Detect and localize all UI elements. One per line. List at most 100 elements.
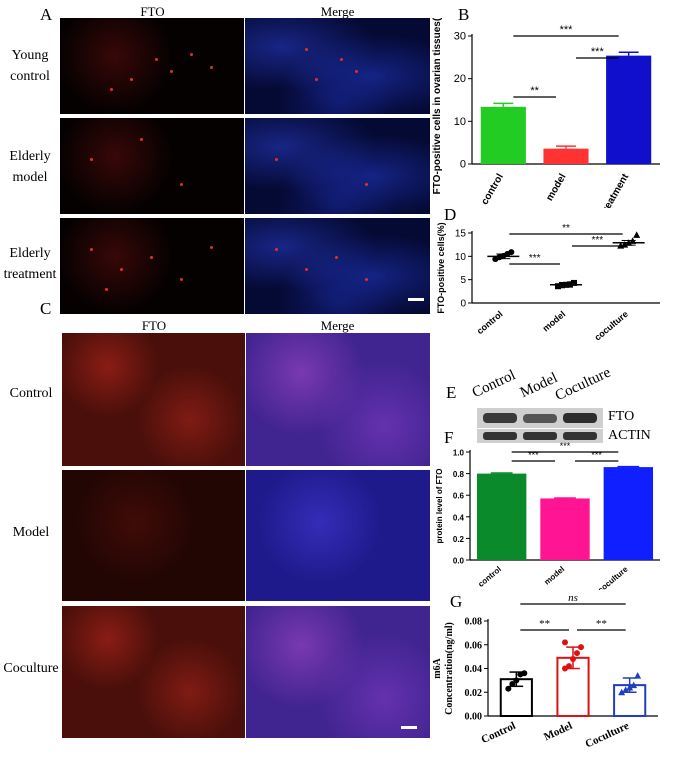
bar-model [540, 498, 590, 560]
panel-a-row-elderly-model: Elderly model [9, 149, 51, 185]
panel-c-scale-bar [401, 726, 417, 729]
point-Coculture [622, 686, 630, 693]
point-model [555, 283, 561, 290]
blot-fto-label: FTO [608, 409, 635, 424]
significance-label: *** [560, 24, 574, 36]
point-Model [562, 639, 568, 646]
panel-c-merge-image-control [246, 333, 430, 466]
category-label-treatment: treatment [599, 171, 632, 208]
y-tick-label: 1.0 [453, 449, 465, 458]
category-label-Coculture: Coculture [583, 720, 631, 751]
significance-label: *** [591, 450, 602, 460]
chart-g: 0.00 0.02 0.04 0.06 0.08 Control Model Cocultur… [432, 596, 658, 751]
panel-a-fto-image-treatment [60, 218, 244, 314]
y-tick-label: 0.04 [465, 664, 483, 675]
panel-c-fto-image-model [62, 470, 245, 601]
blot-fto-strip [477, 408, 603, 428]
panel-d-letter: D [444, 205, 457, 224]
bar-control [480, 106, 526, 164]
significance-label: *** [591, 46, 605, 58]
point-Coculture [626, 684, 634, 691]
y-tick-label: 5 [460, 275, 466, 286]
significance-label: *** [591, 235, 603, 246]
y-tick-label: 0.02 [465, 688, 483, 699]
point-Control [513, 677, 520, 684]
y-axis-label: FTO-positive cells in ovarian tissues(%) [432, 18, 443, 194]
y-axis-label-1: m6A [432, 657, 443, 678]
y-tick-label: 10 [454, 116, 466, 128]
panel-a-merge-header: Merge [320, 4, 355, 19]
panel-c-merge-image-model [246, 470, 430, 601]
category-label-Model: Model [542, 720, 574, 744]
point-Control [509, 680, 516, 687]
point-Coculture [634, 672, 642, 679]
y-tick-label: 0.6 [453, 492, 465, 501]
panel-a-merge-image-model [245, 118, 430, 214]
significance-label: ** [530, 85, 539, 97]
panel-g-letter: G [450, 592, 463, 611]
significance-label: ** [562, 223, 570, 234]
y-tick-label: 0 [460, 299, 466, 310]
panel-c-fto-header: FTO [141, 318, 167, 333]
y-tick-label: 0.4 [453, 513, 465, 522]
y-tick-label: 20 [454, 73, 466, 85]
bar-control [476, 473, 527, 560]
point-Control [521, 670, 528, 677]
panel-c-row-coculture: Coculture [3, 661, 59, 676]
panel-a-row-young-control: Young control [10, 48, 50, 84]
point-Model [570, 656, 576, 662]
y-axis-label: protein level of FTO [435, 469, 444, 544]
point-Coculture [618, 688, 626, 696]
y-axis-label: FTO-positive cells(%) [436, 222, 446, 313]
panel-a-merge-image-treatment [245, 218, 430, 314]
panel-c-letter: C [40, 299, 52, 318]
y-tick-label: 0.8 [453, 470, 465, 479]
significance-label: ** [539, 618, 550, 630]
panel-a-fto-header: FTO [140, 4, 165, 19]
significance-label: ** [596, 618, 607, 630]
y-tick-label: 0.0 [453, 557, 465, 566]
panel-b-letter: B [458, 5, 470, 24]
category-label-coculture: coculture [596, 564, 630, 590]
point-coculture [621, 241, 629, 248]
panel-c-fto-image-control [62, 333, 245, 466]
panel-a-letter: A [40, 5, 53, 24]
significance-label: ns [568, 596, 578, 604]
panel-c-fto-image-coculture [62, 606, 245, 738]
y-tick-label: 0.08 [465, 617, 483, 628]
bar-coculture [603, 467, 654, 560]
category-label-model: model [544, 172, 568, 203]
blot-actin-label: ACTIN [608, 428, 651, 443]
category-label-control: control [479, 172, 506, 207]
chart-f: 0.0 0.2 0.4 0.6 0.8 1.0 control model coculture *… [435, 441, 660, 590]
panel-c-row-control: Control [9, 386, 53, 401]
y-tick-label: 0.06 [465, 640, 483, 651]
y-tick-label: 15 [455, 229, 467, 240]
point-Model [578, 644, 584, 651]
y-tick-label: 30 [454, 31, 466, 43]
panel-a-fto-image-young [60, 18, 244, 114]
point-Coculture [630, 681, 638, 689]
category-label-model: model [541, 309, 568, 334]
panel-c-row-model: Model [12, 525, 50, 540]
point-model [571, 279, 577, 286]
category-label-control: control [476, 565, 503, 589]
bar-model [543, 148, 589, 164]
y-tick-label: 0.00 [465, 712, 483, 723]
blot-actin-strip [477, 429, 603, 443]
panel-c-merge-image-coculture [246, 606, 430, 738]
y-tick-label: 0.2 [453, 535, 465, 544]
panel-a-merge-image-young [245, 18, 430, 114]
category-label-coculture: coculture [592, 309, 629, 343]
panel-a-fto-image-model [60, 118, 244, 214]
point-Model [566, 663, 572, 670]
panel-a-scale-bar [408, 298, 424, 301]
panel-e-letter: E [446, 383, 457, 402]
bar-treatment [606, 55, 652, 165]
point-coculture [633, 231, 641, 238]
y-axis-label-2: Concentration(ng/ml) [444, 622, 455, 715]
point-Model [574, 650, 580, 657]
significance-label: *** [529, 253, 541, 264]
